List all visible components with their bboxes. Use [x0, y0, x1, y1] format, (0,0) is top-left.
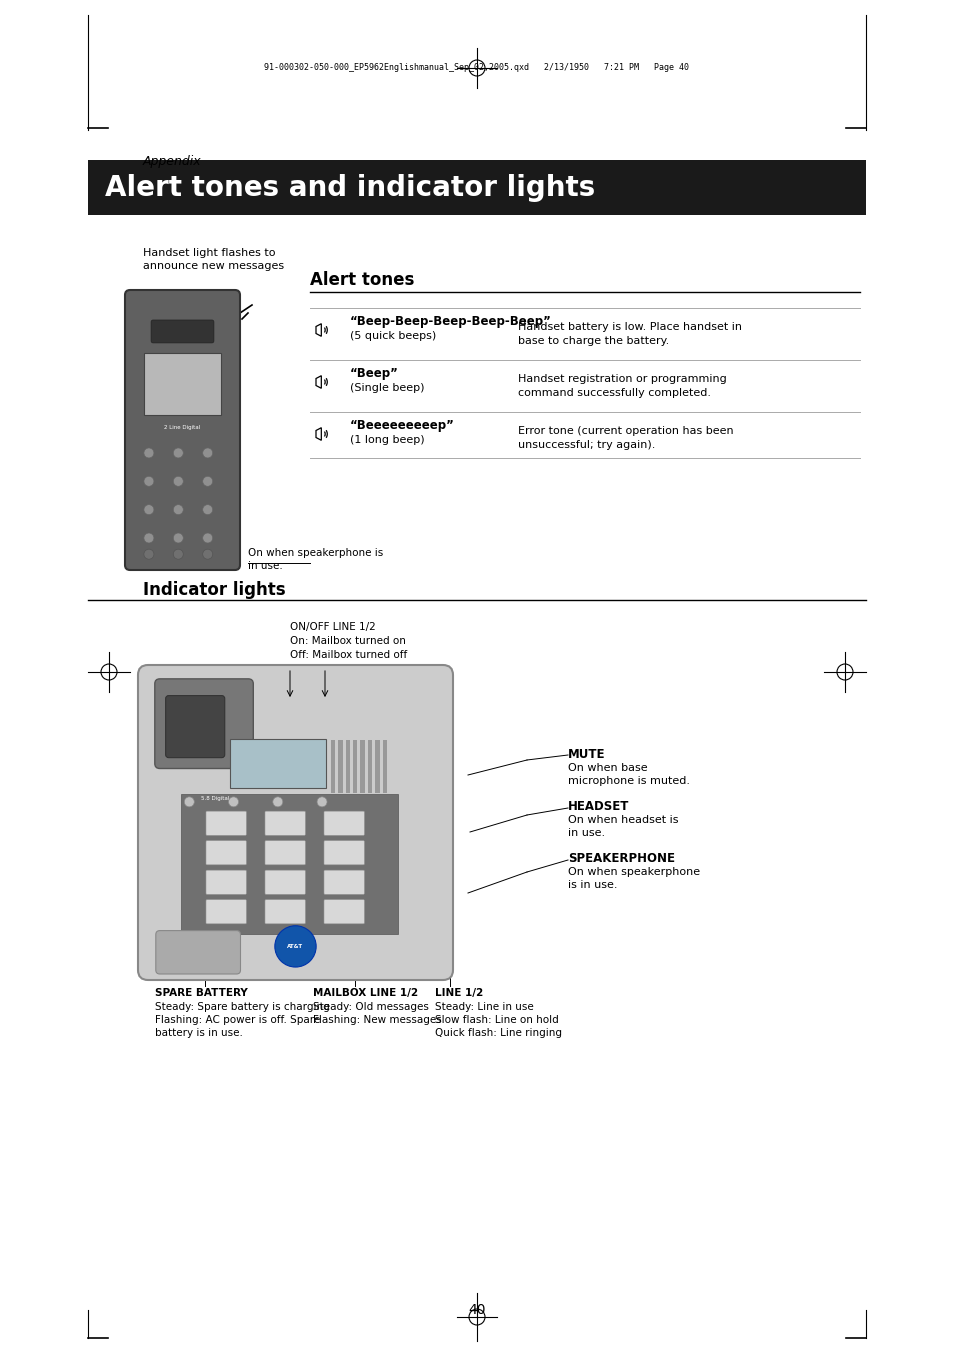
FancyBboxPatch shape [181, 794, 397, 934]
FancyBboxPatch shape [353, 740, 357, 793]
Text: “Beep-Beep-Beep-Beep-Beep”: “Beep-Beep-Beep-Beep-Beep” [350, 316, 551, 328]
Text: On when base
microphone is muted.: On when base microphone is muted. [567, 763, 689, 786]
FancyBboxPatch shape [324, 811, 364, 835]
FancyBboxPatch shape [166, 696, 225, 758]
Text: On when speakerphone is
in use.: On when speakerphone is in use. [248, 549, 383, 571]
Text: 40: 40 [468, 1302, 485, 1317]
FancyBboxPatch shape [360, 740, 364, 793]
Circle shape [202, 534, 213, 543]
FancyBboxPatch shape [265, 900, 305, 924]
Text: SPEAKERPHONE: SPEAKERPHONE [567, 852, 675, 865]
FancyBboxPatch shape [138, 665, 453, 979]
FancyBboxPatch shape [230, 739, 326, 788]
Circle shape [144, 550, 153, 559]
Circle shape [173, 550, 183, 559]
FancyBboxPatch shape [206, 811, 246, 835]
FancyBboxPatch shape [265, 811, 305, 835]
Circle shape [144, 534, 153, 543]
FancyBboxPatch shape [206, 870, 246, 894]
Text: On when speakerphone
is in use.: On when speakerphone is in use. [567, 867, 700, 890]
FancyBboxPatch shape [375, 740, 379, 793]
FancyBboxPatch shape [324, 840, 364, 865]
Circle shape [316, 797, 327, 807]
Text: “Beep”: “Beep” [350, 367, 398, 381]
Text: MUTE: MUTE [567, 748, 605, 761]
Text: ON/OFF LINE 1/2
On: Mailbox turned on
Off: Mailbox turned off: ON/OFF LINE 1/2 On: Mailbox turned on Of… [290, 621, 407, 661]
FancyBboxPatch shape [345, 740, 350, 793]
Circle shape [273, 797, 282, 807]
Text: Error tone (current operation has been
unsuccessful; try again).: Error tone (current operation has been u… [517, 426, 733, 450]
Text: MAILBOX LINE 1/2: MAILBOX LINE 1/2 [313, 988, 417, 998]
Circle shape [202, 550, 213, 559]
Text: Alert tones and indicator lights: Alert tones and indicator lights [105, 174, 595, 203]
Circle shape [229, 797, 238, 807]
FancyBboxPatch shape [206, 900, 246, 924]
Circle shape [274, 925, 315, 967]
FancyBboxPatch shape [125, 290, 240, 570]
Text: LINE 1/2: LINE 1/2 [435, 988, 483, 998]
Circle shape [173, 477, 183, 486]
FancyBboxPatch shape [338, 740, 342, 793]
FancyBboxPatch shape [382, 740, 387, 793]
Circle shape [173, 505, 183, 515]
Text: Handset registration or programming
command successfully completed.: Handset registration or programming comm… [517, 374, 726, 399]
Circle shape [184, 797, 194, 807]
FancyBboxPatch shape [331, 740, 335, 793]
FancyBboxPatch shape [324, 900, 364, 924]
Circle shape [173, 534, 183, 543]
FancyBboxPatch shape [144, 354, 221, 415]
FancyBboxPatch shape [206, 840, 246, 865]
Text: On when headset is
in use.: On when headset is in use. [567, 815, 678, 838]
Text: AT&T: AT&T [287, 944, 303, 948]
Text: Handset light flashes to
announce new messages: Handset light flashes to announce new me… [143, 249, 284, 272]
Text: Indicator lights: Indicator lights [143, 581, 285, 598]
Text: 2 Line Digital: 2 Line Digital [164, 424, 200, 430]
Circle shape [173, 449, 183, 458]
Circle shape [202, 449, 213, 458]
FancyBboxPatch shape [151, 320, 213, 343]
Text: Steady: Old messages
Flashing: New messages: Steady: Old messages Flashing: New messa… [313, 1002, 441, 1025]
Circle shape [144, 449, 153, 458]
Text: Steady: Spare battery is charging
Flashing: AC power is off. Spare
battery is in: Steady: Spare battery is charging Flashi… [154, 1002, 330, 1039]
FancyBboxPatch shape [265, 840, 305, 865]
Text: Alert tones: Alert tones [310, 272, 414, 289]
FancyBboxPatch shape [368, 740, 372, 793]
Text: Handset battery is low. Place handset in
base to charge the battery.: Handset battery is low. Place handset in… [517, 322, 741, 346]
Circle shape [144, 477, 153, 486]
Text: 5.8 Digital: 5.8 Digital [201, 796, 230, 801]
Text: “Beeeeeeeeep”: “Beeeeeeeeep” [350, 420, 455, 432]
FancyBboxPatch shape [154, 678, 253, 769]
FancyBboxPatch shape [265, 870, 305, 894]
FancyBboxPatch shape [88, 159, 865, 215]
Text: (1 long beep): (1 long beep) [350, 435, 424, 444]
Text: HEADSET: HEADSET [567, 800, 629, 813]
Text: Appendix: Appendix [143, 155, 201, 169]
Circle shape [202, 477, 213, 486]
Text: (Single beep): (Single beep) [350, 382, 424, 393]
Text: Steady: Line in use
Slow flash: Line on hold
Quick flash: Line ringing: Steady: Line in use Slow flash: Line on … [435, 1002, 561, 1039]
FancyBboxPatch shape [155, 931, 240, 974]
Text: (5 quick beeps): (5 quick beeps) [350, 331, 436, 340]
Circle shape [202, 505, 213, 515]
FancyBboxPatch shape [324, 870, 364, 894]
Text: SPARE BATTERY: SPARE BATTERY [154, 988, 248, 998]
Circle shape [144, 505, 153, 515]
Text: 91-000302-050-000_EP5962Englishmanual_Sep_02,2005.qxd   2/13/1950   7:21 PM   Pa: 91-000302-050-000_EP5962Englishmanual_Se… [264, 62, 689, 72]
